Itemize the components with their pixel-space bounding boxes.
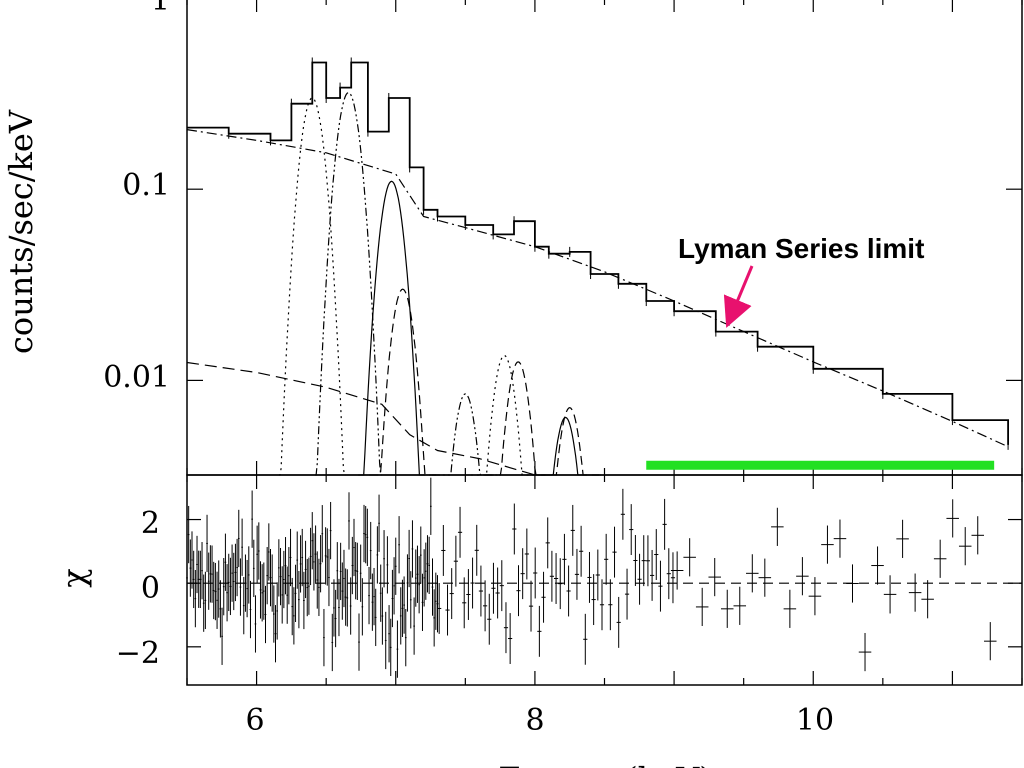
chi-tick-label-0: 0 (141, 571, 160, 606)
x-tick-label-6: 6 (245, 703, 264, 738)
y-axis-title: counts/sec/keV (2, 109, 40, 354)
line-component-8 (536, 407, 604, 476)
line-component-5 (470, 354, 538, 476)
line-component-2 (358, 180, 425, 476)
line-component-7 (532, 416, 599, 476)
x-axis-title: Energy (keV) (498, 760, 711, 768)
line-component-3 (369, 288, 437, 476)
residual-points (186, 477, 1022, 678)
x-tick-label-8: 8 (525, 703, 544, 738)
top-panel: 1 0.1 0.01 counts/sec/keV Lyman Series l… (2, 0, 1023, 476)
bottom-panel: 2 0 −2 χ 6 8 10 Energy (keV) (55, 474, 1023, 768)
line-component-6 (484, 361, 552, 476)
model-series-1 (186, 129, 1009, 448)
top-panel-curves (186, 57, 1009, 476)
line-component-1 (315, 91, 382, 476)
bottom-panel-ticks (186, 475, 1023, 685)
bottom-panel-frame (186, 474, 1023, 686)
y-tick-label-0.01: 0.01 (103, 360, 170, 395)
x-tick-label-10: 10 (796, 703, 834, 738)
line-component-4 (431, 393, 499, 476)
chi-tick-label-2: 2 (141, 506, 160, 541)
y-tick-label-0.1: 0.1 (122, 168, 170, 203)
y-tick-label-1: 1 (151, 0, 170, 18)
lyman-limit-annotation: Lyman Series limit (678, 233, 924, 264)
model-series-2 (186, 361, 536, 476)
chi-tick-label-minus-2: −2 (116, 636, 160, 671)
chi-axis-title: χ (55, 568, 93, 587)
lyman-limit-arrow (723, 265, 754, 328)
